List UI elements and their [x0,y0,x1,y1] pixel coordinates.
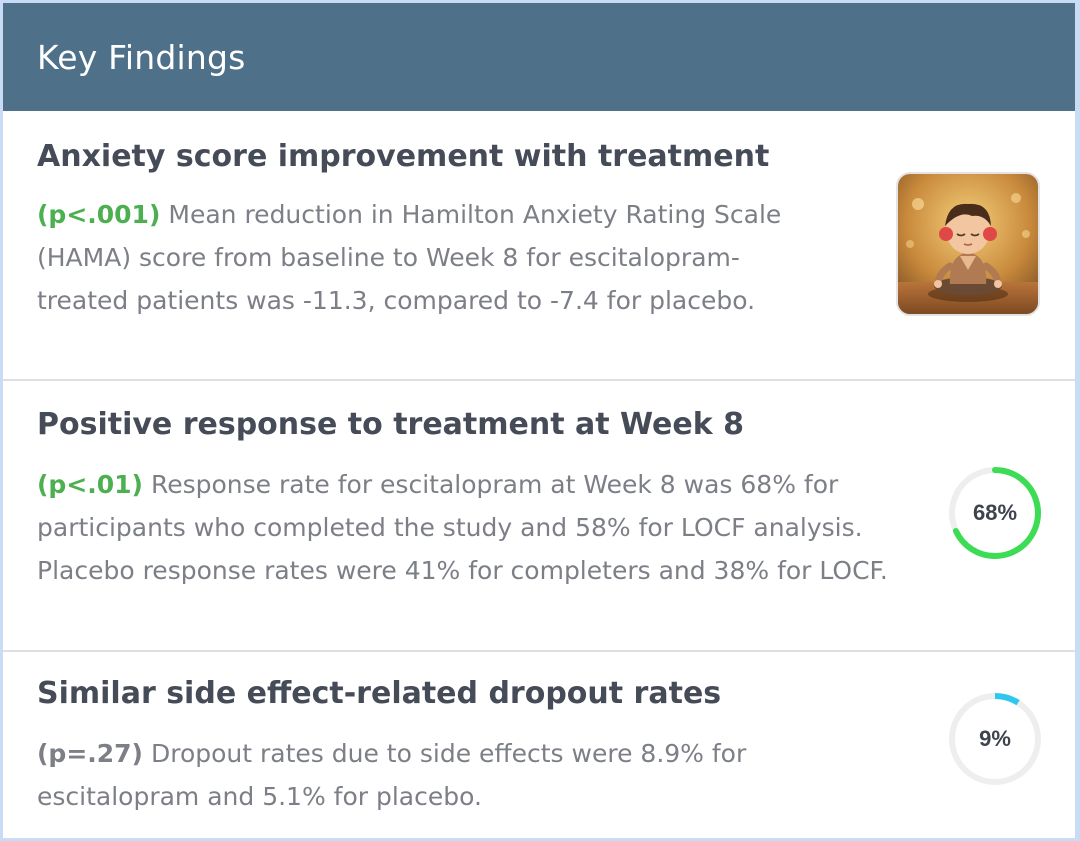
finding-description: (p=.27) Dropout rates due to side effects… [37,732,857,818]
finding-title: Positive response to treatment at Week 8 [37,407,745,442]
finding-text: Dropout rates due to side effects were 8… [37,739,747,811]
ring-fill [949,693,1041,785]
finding-description: (p<.001) Mean reduction in Hamilton Anxie… [37,193,817,322]
finding-item: Positive response to treatment at Week 8… [3,381,1075,652]
ring-fill [949,467,1041,559]
meditating-child-illustration [896,172,1040,316]
finding-title: Similar side effect-related dropout rate… [37,676,722,711]
ring-value-label: 68% [972,500,1018,525]
key-findings-card: Key Findings Anxiety score improvement w… [3,3,1075,838]
card-header: Key Findings [3,3,1075,111]
p-value: (p<.001) [37,200,161,229]
card-title: Key Findings [37,37,246,77]
finding-description: (p<.01) Response rate for escitalopram at… [37,463,907,592]
p-value: (p<.01) [37,470,143,499]
finding-item: Similar side effect-related dropout rate… [3,652,1075,838]
finding-item: Anxiety score improvement with treatment… [3,111,1075,381]
p-value: (p=.27) [37,739,143,768]
finding-title: Anxiety score improvement with treatment [37,139,770,174]
progress-ring-dropout-rate: 9% [947,691,1043,787]
finding-text: Mean reduction in Hamilton Anxiety Ratin… [37,200,782,315]
finding-text: Response rate for escitalopram at Week 8… [37,470,888,585]
progress-ring-response-rate: 68% [947,465,1043,561]
ring-value-label: 9% [979,726,1011,751]
